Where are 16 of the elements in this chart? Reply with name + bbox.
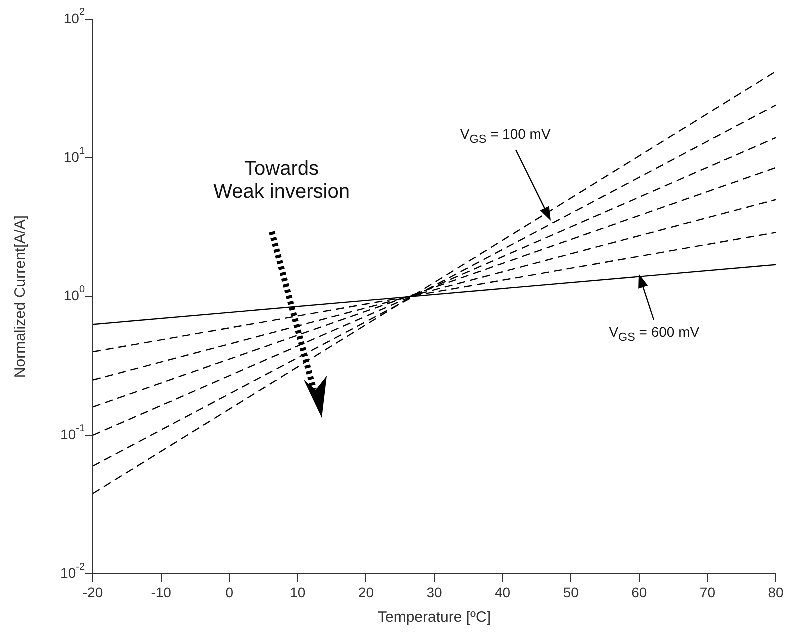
x-tick-label: 0 [226, 584, 234, 600]
x-tick-label: 40 [495, 584, 511, 600]
annotation: V$_{GS}$ = 600 mV [608, 324, 701, 344]
y-axis-title: Normalized Current[A/A] [12, 216, 30, 378]
x-tick-label: -10 [151, 584, 172, 600]
annotation: Towards Weak inversion [212, 158, 351, 204]
x-tick-label: 20 [358, 584, 374, 600]
x-axis-title: Temperature [ºC] [378, 609, 492, 626]
annotation: V$_{GS}$ = 100 mV [459, 126, 552, 146]
x-tick-label: 70 [700, 584, 716, 600]
x-tick-label: 10 [290, 584, 306, 600]
x-tick-label: 80 [768, 584, 784, 600]
x-tick-label: 50 [563, 584, 580, 600]
x-tick-label: 60 [632, 584, 648, 600]
x-tick-label: 30 [426, 584, 442, 600]
x-tick-label: -20 [82, 584, 104, 600]
